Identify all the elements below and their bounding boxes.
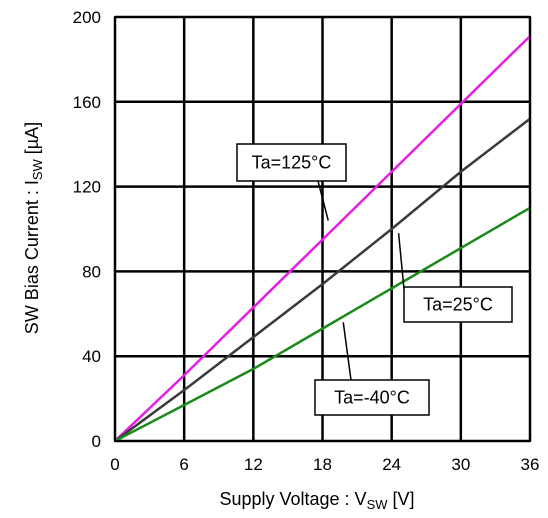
- y-tick-label: 0: [92, 432, 101, 451]
- plot-frame: [114, 16, 531, 442]
- y-tick-label: 200: [73, 8, 101, 27]
- tick-labels: 0 6 12 18 24 30 36 0 40 80 120 160 200: [73, 8, 540, 474]
- y-tick-label: 120: [73, 178, 101, 197]
- x-axis-title: Supply Voltage : VSW [V]: [219, 489, 414, 512]
- annotation-leader-line: [397, 233, 405, 290]
- series-line: [114, 206, 531, 443]
- annotation-box: [403, 286, 513, 323]
- annotation-box: [236, 143, 347, 182]
- x-tick-label: 24: [382, 455, 401, 474]
- grid-lines: [113, 15, 532, 443]
- x-tick-label: 18: [313, 455, 332, 474]
- y-tick-label: 40: [82, 347, 101, 366]
- x-tick-label: 30: [451, 455, 470, 474]
- annotation-label: Ta=125°C: [252, 153, 332, 173]
- annotation-box: [314, 379, 430, 416]
- x-tick-label: 0: [110, 455, 119, 474]
- annotation-label: Ta=-40°C: [334, 388, 410, 408]
- series-line: [114, 117, 531, 443]
- x-tick-label: 6: [179, 455, 188, 474]
- y-tick-label: 160: [73, 93, 101, 112]
- y-tick-label: 80: [82, 262, 101, 281]
- annotation-label: Ta=25°C: [423, 295, 493, 315]
- series-lines: [114, 35, 531, 443]
- x-tick-label: 12: [244, 455, 263, 474]
- x-tick-label: 36: [521, 455, 540, 474]
- annotation-leader-line: [342, 322, 352, 381]
- annotations: Ta=125°C Ta=25°C Ta=-40°C: [236, 143, 513, 416]
- annotation-leader-line: [317, 180, 329, 221]
- y-axis-title: SW Bias Current : ISW [µA]: [22, 122, 45, 334]
- series-line: [114, 35, 531, 442]
